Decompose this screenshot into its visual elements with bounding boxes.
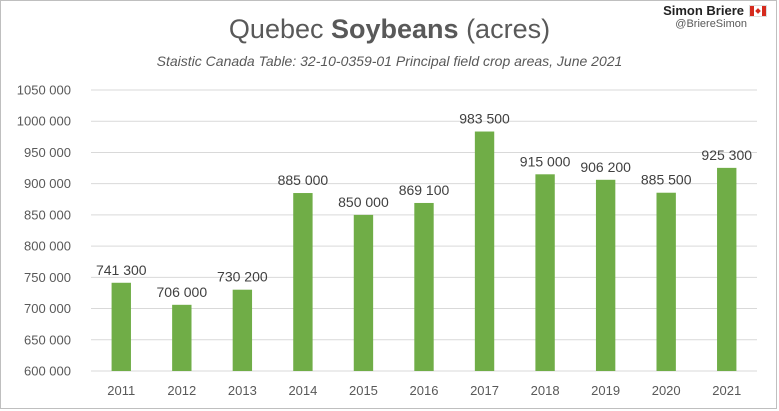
data-label-2019: 906 200 <box>580 159 631 175</box>
bar-2021 <box>717 167 737 371</box>
author-handle: @BriereSimon <box>675 18 747 30</box>
x-axis-ticks: 2011 2012 2013 2014 2015 2016 2017 2018 2019 2020… <box>107 383 741 398</box>
author-block: Simon Briere @BriereSimon <box>663 3 767 30</box>
data-label-2014: 885 000 <box>278 172 329 188</box>
x-tick-label-2020: 2020 <box>652 383 681 398</box>
data-label-2015: 850 000 <box>338 194 389 210</box>
chart-subtitle: Staistic Canada Table: 32-10-0359-01 Pri… <box>156 53 623 69</box>
y-tick-label: 650 000 <box>24 332 71 347</box>
x-tick-label-2021: 2021 <box>712 383 741 398</box>
title-suffix: (acres) <box>458 14 551 44</box>
title-bold: Soybeans <box>331 14 459 44</box>
y-tick-label: 850 000 <box>24 207 71 222</box>
y-tick-label: 1050 000 <box>17 83 71 98</box>
data-label-2018: 915 000 <box>520 153 571 169</box>
bar-2018 <box>535 174 555 371</box>
title-prefix: Quebec <box>228 14 331 44</box>
x-tick-label-2019: 2019 <box>591 383 620 398</box>
data-label-2021: 925 300 <box>701 147 752 163</box>
x-tick-label-2014: 2014 <box>288 383 317 398</box>
y-tick-label: 950 000 <box>24 145 71 160</box>
y-tick-label: 800 000 <box>24 239 71 254</box>
data-label-2012: 706 000 <box>157 284 208 300</box>
x-tick-label-2013: 2013 <box>228 383 257 398</box>
y-tick-label: 1000 000 <box>17 114 71 129</box>
data-label-2016: 869 100 <box>399 182 450 198</box>
chart-title: Quebec Soybeans (acres) <box>0 14 779 45</box>
data-labels: 741 300 706 000 730 200 885 000 850 000 869 1… <box>96 111 752 300</box>
bar-2017 <box>474 131 495 371</box>
bar-2020 <box>656 192 676 371</box>
y-axis-ticks: 600 000 650 000 700 000 750 000 800 000 850 0… <box>17 83 71 379</box>
y-tick-label: 750 000 <box>24 270 71 285</box>
bar-2016 <box>414 202 434 371</box>
x-tick-label-2017: 2017 <box>470 383 499 398</box>
canada-flag-icon <box>749 4 767 17</box>
author-name: Simon Briere <box>663 3 744 18</box>
y-tick-label: 900 000 <box>24 176 71 191</box>
x-tick-label-2016: 2016 <box>410 383 439 398</box>
bar-2013 <box>232 289 253 371</box>
y-tick-label: 700 000 <box>24 301 71 316</box>
data-label-2020: 885 500 <box>641 172 692 188</box>
bar-2015 <box>353 214 374 371</box>
data-label-2013: 730 200 <box>217 269 268 285</box>
data-label-2011: 741 300 <box>96 262 147 278</box>
bar-2011 <box>111 282 131 371</box>
x-tick-label-2015: 2015 <box>349 383 378 398</box>
data-label-2017: 983 500 <box>459 111 510 127</box>
x-tick-label-2011: 2011 <box>107 383 135 398</box>
bar-2019 <box>595 179 616 371</box>
x-tick-label-2012: 2012 <box>167 383 196 398</box>
bars <box>111 131 737 371</box>
x-tick-label-2018: 2018 <box>531 383 560 398</box>
y-tick-label: 600 000 <box>24 364 71 379</box>
bar-2014 <box>293 193 313 371</box>
author-name-row: Simon Briere <box>663 3 767 18</box>
bar-2012 <box>172 304 192 371</box>
